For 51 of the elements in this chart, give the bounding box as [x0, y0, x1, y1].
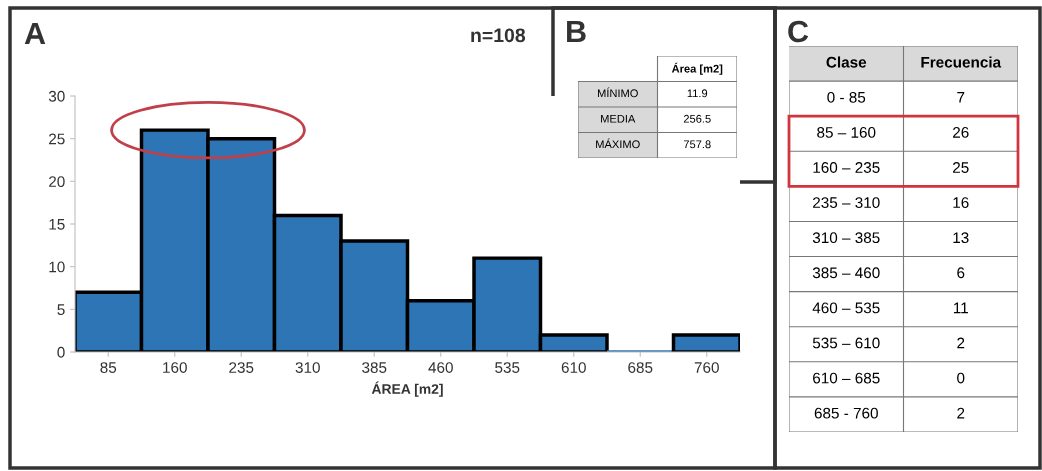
category-label: MEDIA	[601, 114, 636, 123]
y-tick-label: 20	[49, 176, 65, 188]
chart-title: A	[24, 22, 46, 44]
y-tick-label: 25	[49, 133, 65, 145]
y-tick-label: 15	[49, 219, 65, 230]
x-tick-label: 460	[428, 362, 453, 373]
data-label: 6	[957, 267, 965, 279]
y-tick-label: 5	[57, 304, 65, 316]
x-tick-label: 235	[229, 362, 254, 373]
y-tick-label: 30	[48, 90, 65, 102]
data-label: 256.5	[683, 114, 711, 123]
data-label: 26	[953, 127, 969, 138]
category-label: 610 – 685	[813, 372, 880, 384]
category-label: 460 – 535	[812, 302, 880, 314]
x-tick-label: 385	[362, 362, 387, 373]
category-label: MÁXIMO	[596, 138, 640, 149]
x-tick-label: 760	[694, 362, 719, 373]
text: Frecuencia	[921, 56, 1002, 68]
data-label: 11.9	[687, 89, 708, 98]
data-label: 16	[953, 197, 969, 209]
category-label: 310 – 385	[812, 232, 880, 244]
text: C	[788, 20, 809, 43]
data-label: 7	[957, 92, 965, 103]
x-tick-label: 310	[295, 362, 320, 373]
x-tick-label: 535	[495, 362, 520, 373]
data-label: 11	[953, 302, 968, 314]
x-tick-label: 85	[100, 362, 117, 373]
data-label: 0	[957, 372, 965, 384]
text: B	[567, 20, 586, 42]
text: n=108	[471, 28, 526, 43]
y-tick-label: 0	[57, 346, 65, 358]
text: Área [m2]	[671, 62, 723, 75]
category-label: 0 - 85	[827, 91, 866, 103]
x-tick-label: 160	[163, 362, 187, 373]
data-label: 25	[953, 162, 969, 173]
data-label: 757.8	[683, 140, 711, 149]
data-label: 13	[953, 232, 969, 244]
data-label: 2	[957, 407, 965, 419]
data-label: 2	[957, 337, 965, 349]
y-tick-label: 10	[49, 261, 65, 273]
category-label: 160 – 235	[813, 162, 880, 173]
x-tick-label: 685	[628, 362, 653, 373]
text: Clase	[826, 56, 867, 68]
x-tick-label: 610	[561, 362, 586, 373]
category-label: 385 – 460	[812, 267, 880, 279]
category-label: MÍNIMO	[597, 87, 638, 98]
category-label: 85 – 160	[817, 127, 876, 138]
category-label: 685 - 760	[814, 407, 878, 419]
category-label: 235 – 310	[813, 197, 880, 209]
x-axis-title: ÁREA [m2]	[371, 381, 443, 397]
category-label: 535 – 610	[812, 337, 880, 349]
